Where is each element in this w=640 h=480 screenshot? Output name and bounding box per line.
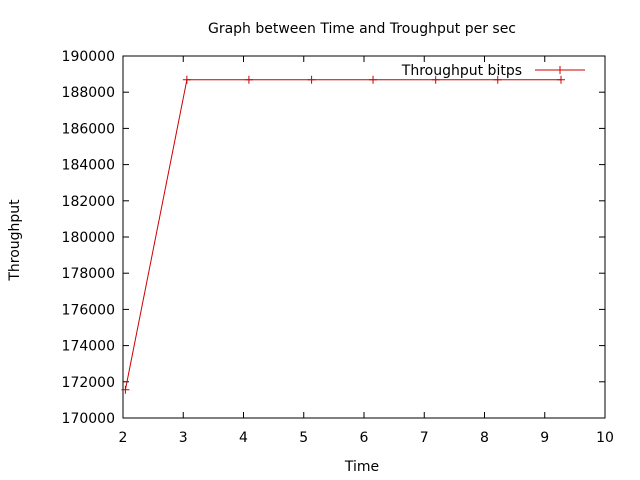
data-point: [369, 75, 378, 84]
y-tick-label: 186000: [62, 121, 115, 137]
x-tick-label: 10: [596, 430, 614, 446]
x-axis-ticks: 2 3 4 5 6 7 8 9 10: [119, 56, 614, 446]
y-tick-label: 170000: [62, 411, 115, 427]
y-tick-label: 176000: [62, 302, 115, 318]
x-axis-label: Time: [344, 459, 379, 475]
legend-label: Throughput bitps: [401, 63, 522, 79]
x-tick-label: 3: [179, 430, 188, 446]
series-layer: [121, 75, 566, 394]
x-tick-label: 5: [299, 430, 308, 446]
y-tick-label: 184000: [62, 158, 115, 174]
data-point: [493, 75, 502, 84]
y-tick-label: 182000: [62, 194, 115, 210]
x-tick-label: 6: [360, 430, 369, 446]
legend-marker: [556, 66, 564, 74]
plot-frame: [122, 55, 606, 419]
legend: Throughput bitps: [401, 63, 585, 79]
chart-title: Graph between Time and Troughput per sec: [208, 21, 516, 37]
y-axis-label: Throughput: [7, 199, 23, 282]
y-tick-label: 174000: [62, 339, 115, 355]
y-tick-label: 188000: [62, 85, 115, 101]
data-point: [121, 385, 130, 394]
data-point: [244, 75, 253, 84]
x-tick-label: 8: [480, 430, 489, 446]
data-point: [182, 75, 191, 84]
x-tick-label: 9: [540, 430, 549, 446]
series-line: [124, 79, 561, 390]
data-point: [307, 75, 316, 84]
data-point: [557, 75, 566, 84]
y-tick-label: 178000: [62, 266, 115, 282]
data-point: [431, 75, 440, 84]
x-tick-label: 2: [119, 430, 128, 446]
y-tick-label: 180000: [62, 230, 115, 246]
y-tick-label: 190000: [62, 49, 115, 65]
x-tick-label: 7: [420, 430, 429, 446]
x-tick-label: 4: [239, 430, 248, 446]
y-axis-ticks: 170000 172000 174000 176000 178000 180000 1820…: [62, 49, 605, 427]
y-tick-label: 172000: [62, 375, 115, 391]
